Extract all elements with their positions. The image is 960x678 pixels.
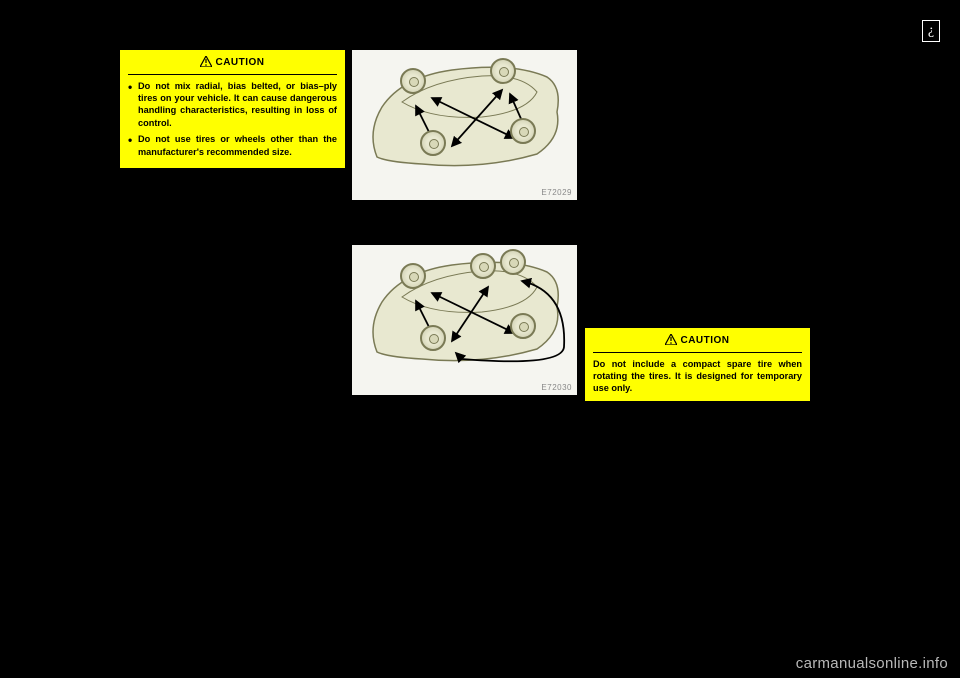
page-corner-icon: ¿ <box>922 20 940 42</box>
wheel-icon <box>420 325 446 351</box>
figure-label: E72030 <box>541 383 572 392</box>
manual-page: CAUTION Do not mix radial, bias belted, … <box>40 50 920 628</box>
wheel-icon <box>490 58 516 84</box>
wheel-icon <box>400 263 426 289</box>
figure-tire-rotation-spare: E72030 <box>352 245 577 395</box>
watermark-text: carmanualsonline.info <box>796 655 948 672</box>
warning-triangle-icon <box>200 56 212 67</box>
car-diagram-svg <box>362 62 567 182</box>
figure-tire-rotation-4wheel: E72029 <box>352 50 577 200</box>
caution-header: CAUTION <box>593 332 802 353</box>
caution-box-tire-mixing: CAUTION Do not mix radial, bias belted, … <box>120 50 345 168</box>
wheel-icon <box>470 253 496 279</box>
caution-body: Do not mix radial, bias belted, or bias–… <box>128 80 337 159</box>
wheel-icon <box>400 68 426 94</box>
wheel-icon <box>510 118 536 144</box>
wheel-icon <box>500 249 526 275</box>
caution-header: CAUTION <box>128 54 337 75</box>
car-diagram-svg <box>362 257 567 377</box>
caution-label: CAUTION <box>215 57 264 68</box>
caution-label: CAUTION <box>680 335 729 346</box>
wheel-icon <box>420 130 446 156</box>
caution-item: Do not mix radial, bias belted, or bias–… <box>128 80 337 130</box>
wheel-icon <box>510 313 536 339</box>
warning-triangle-icon <box>665 334 677 345</box>
caution-body: Do not include a compact spare tire when… <box>593 358 802 395</box>
figure-label: E72029 <box>541 188 572 197</box>
caution-box-spare-tire: CAUTION Do not include a compact spare t… <box>585 328 810 401</box>
caution-item: Do not use tires or wheels other than th… <box>128 133 337 158</box>
